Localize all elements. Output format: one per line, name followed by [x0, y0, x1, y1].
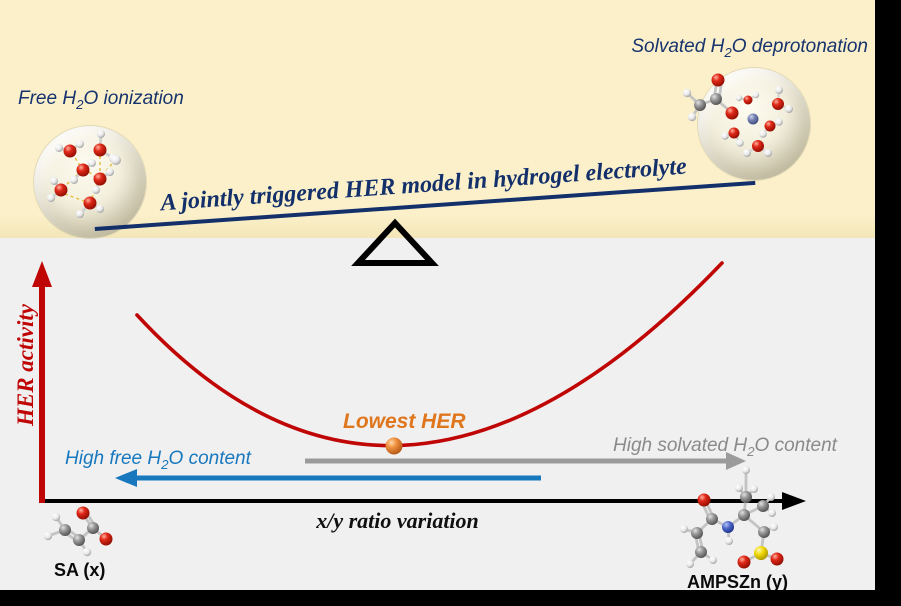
acetate-bonds — [686, 81, 733, 118]
free-water-ionization-label: Free H2O ionization — [18, 88, 184, 112]
her-plot — [32, 261, 806, 510]
sa-molecule — [43, 506, 113, 557]
bottom-frame-bar — [0, 590, 901, 606]
gray-right-arrowhead — [726, 452, 746, 470]
high-free-water-label: High free H2O content — [65, 448, 251, 472]
blue-left-arrowhead — [115, 469, 137, 487]
triangle-marker — [351, 218, 439, 266]
figure-art-layer — [32, 73, 806, 569]
free-water-cluster — [47, 130, 121, 218]
high-solvated-water-label: High solvated H2O content — [613, 435, 837, 459]
x-axis-arrowhead — [782, 492, 806, 510]
ampszn-molecule — [680, 466, 784, 569]
sulfur-atom — [754, 546, 768, 560]
lone-hydrogen-atom — [111, 155, 121, 165]
her-curve — [135, 261, 724, 448]
nitrogen-atom — [722, 521, 734, 533]
solvated-water-deprotonation-label: Solvated H2O deprotonation — [631, 36, 868, 60]
x-axis-label: x/y ratio variation — [316, 508, 479, 533]
right-frame-bar — [875, 0, 901, 606]
lowest-her-label: Lowest HER — [343, 410, 466, 433]
sa-molecule-label: SA (x) — [54, 560, 106, 580]
zinc-ion — [747, 113, 759, 125]
ampszn-molecule-label: AMPSZn (y) — [687, 572, 788, 592]
y-axis-label: HER activity — [13, 304, 38, 427]
lowest-her-point — [385, 437, 403, 455]
y-axis-arrowhead — [32, 261, 52, 287]
solvation-shell-cluster — [682, 73, 793, 157]
